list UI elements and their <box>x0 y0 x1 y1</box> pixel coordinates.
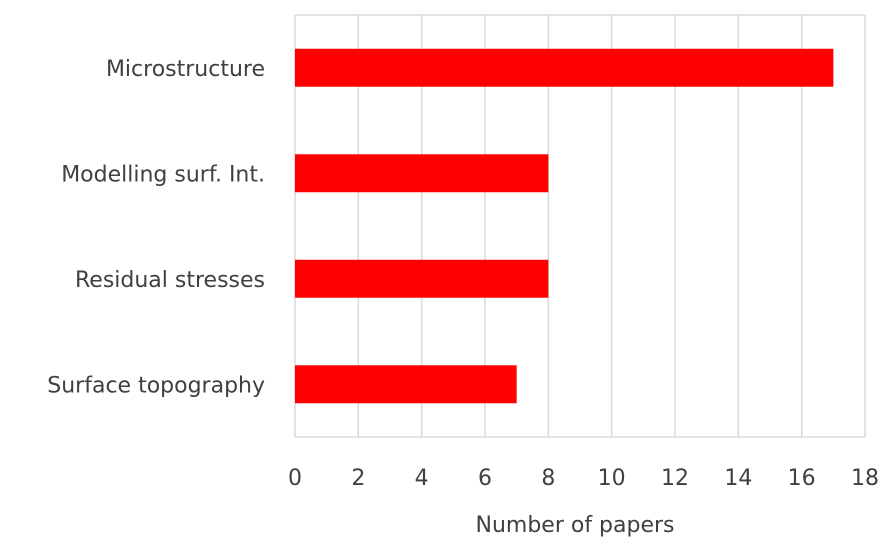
x-tick-labels: 0 2 4 6 8 10 12 14 16 18 <box>288 466 879 491</box>
category-label: Modelling surf. Int. <box>61 162 265 187</box>
category-label: Residual stresses <box>75 268 265 293</box>
x-tick-label: 10 <box>598 466 626 491</box>
bar <box>295 154 549 193</box>
category-labels: Microstructure Modelling surf. Int. Residu… <box>47 57 265 399</box>
x-tick-label: 0 <box>288 466 302 491</box>
x-tick-label: 4 <box>415 466 429 491</box>
x-tick-label: 18 <box>851 466 879 491</box>
x-tick-label: 12 <box>661 466 689 491</box>
x-tick-label: 2 <box>351 466 365 491</box>
bar <box>295 259 549 298</box>
bars <box>295 48 834 404</box>
bar <box>295 365 517 404</box>
x-tick-label: 6 <box>478 466 492 491</box>
x-tick-label: 16 <box>788 466 816 491</box>
category-label: Microstructure <box>106 57 265 82</box>
x-tick-label: 8 <box>541 466 555 491</box>
x-axis-title: Number of papers <box>475 513 674 538</box>
bar <box>295 48 834 87</box>
x-tick-label: 14 <box>724 466 752 491</box>
category-label: Surface topography <box>47 373 265 398</box>
